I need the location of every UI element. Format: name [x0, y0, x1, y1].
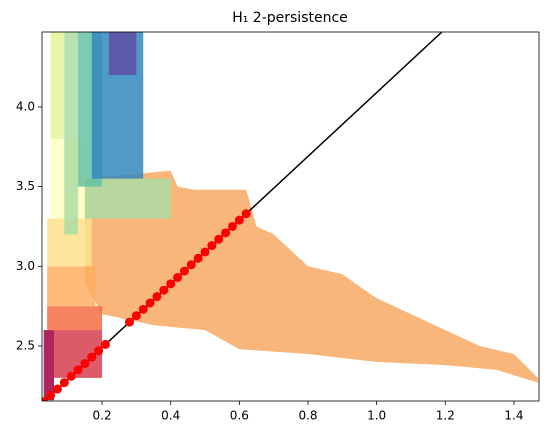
y-tick-label: 4.0 — [16, 99, 35, 113]
x-tick-label: 0.2 — [93, 409, 112, 423]
point — [221, 228, 231, 238]
point — [59, 378, 69, 388]
point — [73, 365, 83, 375]
point — [186, 260, 196, 270]
x-tick-label: 0.8 — [298, 409, 317, 423]
x-tick-label: 1.0 — [367, 409, 386, 423]
y-tick-label: 2.5 — [16, 339, 35, 353]
region — [43, 330, 55, 401]
point — [214, 234, 224, 244]
point — [66, 371, 76, 381]
point — [80, 359, 90, 369]
axes-frame — [41, 31, 540, 402]
point — [152, 292, 162, 302]
y-tick-label: 3.0 — [16, 259, 35, 273]
point — [234, 215, 244, 225]
point — [125, 317, 135, 327]
point — [227, 221, 237, 231]
x-tick-label: 0.6 — [230, 409, 249, 423]
point — [207, 241, 217, 251]
chart-title: H₁ 2-persistence — [232, 10, 348, 26]
point — [241, 209, 251, 219]
point — [131, 311, 141, 321]
x-tick-label: 0.4 — [161, 409, 180, 423]
region — [108, 32, 137, 76]
point — [42, 397, 49, 401]
point — [138, 304, 148, 314]
point — [159, 285, 169, 295]
plot-area — [42, 32, 538, 401]
point — [200, 247, 210, 257]
region — [47, 306, 103, 331]
region — [47, 266, 96, 307]
point — [173, 272, 183, 282]
point — [94, 346, 104, 356]
x-tick-label: 1.2 — [436, 409, 455, 423]
region — [64, 32, 79, 235]
point — [179, 266, 189, 276]
x-tick-label: 1.4 — [504, 409, 523, 423]
point — [52, 384, 62, 394]
point — [145, 298, 155, 308]
region — [50, 32, 65, 139]
y-tick-label: 3.5 — [16, 179, 35, 193]
point — [193, 253, 203, 263]
area — [84, 170, 538, 383]
point — [166, 279, 176, 289]
point — [100, 339, 110, 349]
point — [87, 352, 97, 362]
point — [46, 390, 56, 400]
